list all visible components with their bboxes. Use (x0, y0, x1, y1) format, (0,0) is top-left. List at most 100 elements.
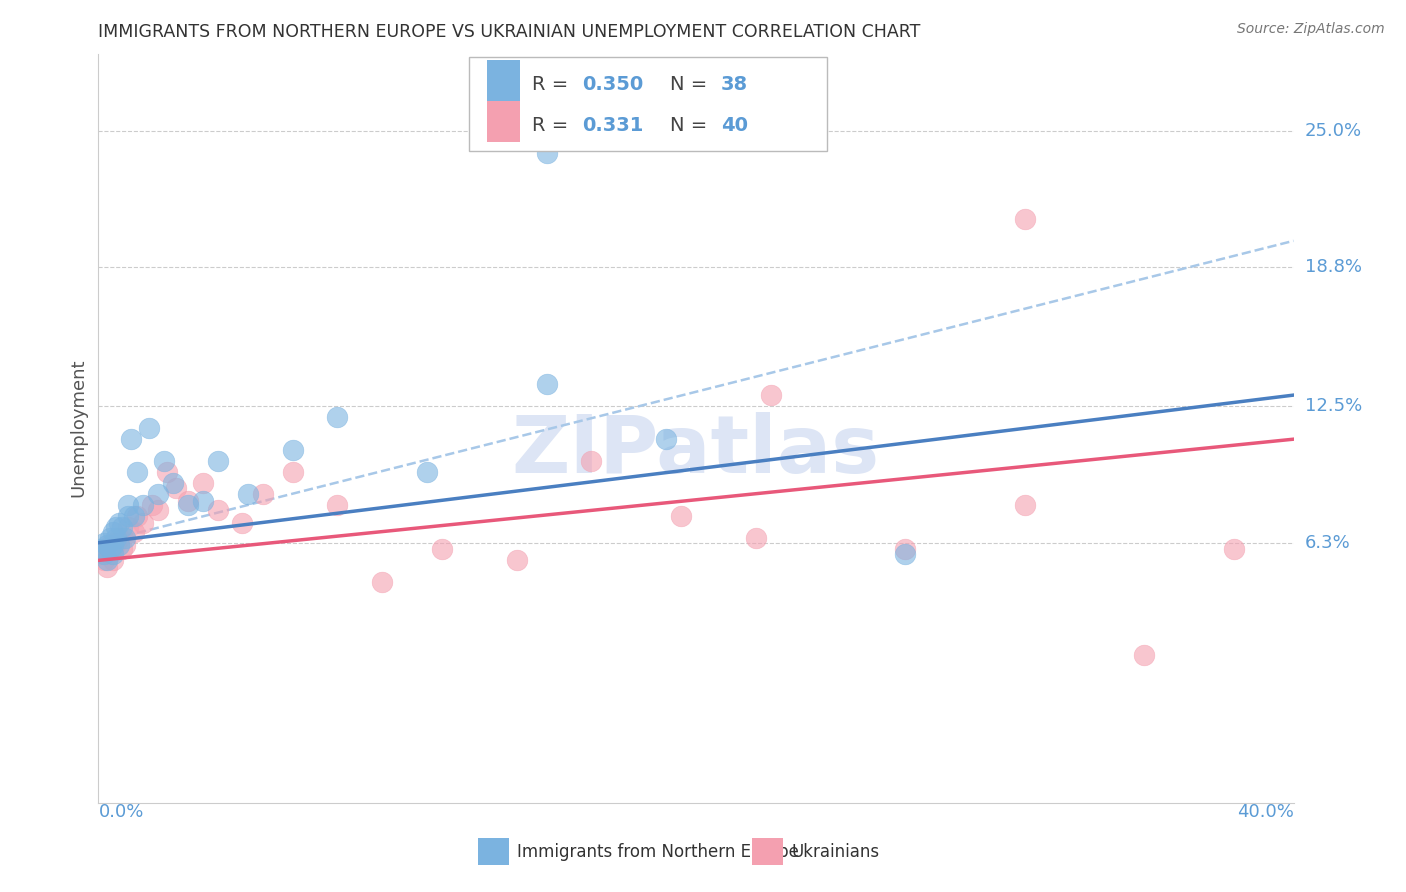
Point (669, 509, 692, 524)
Point (281, 443, 304, 458)
Point (177, 494, 200, 508)
Point (93, 547, 115, 561)
Point (108, 516, 131, 530)
Point (108, 538, 131, 552)
Text: Ukrainians: Ukrainians (792, 843, 880, 861)
Text: 0.350: 0.350 (582, 75, 644, 94)
Point (98, 538, 122, 552)
Text: Immigrants from Northern Europe: Immigrants from Northern Europe (517, 843, 799, 861)
Point (207, 502, 229, 516)
Point (124, 509, 146, 524)
Point (165, 481, 187, 495)
Point (231, 516, 253, 530)
Point (98, 532, 122, 546)
Point (127, 509, 149, 524)
Point (1223, 542, 1246, 557)
Text: ZIPatlas: ZIPatlas (512, 411, 880, 490)
Point (105, 532, 128, 546)
Text: 25.0%: 25.0% (1305, 121, 1362, 140)
Point (775, 123, 797, 137)
Point (117, 498, 139, 512)
Point (111, 520, 134, 534)
FancyBboxPatch shape (486, 60, 520, 101)
Point (98, 547, 122, 561)
Point (148, 487, 170, 501)
Point (326, 410, 349, 425)
Point (103, 547, 125, 561)
Point (536, 377, 558, 392)
Point (103, 542, 125, 557)
Point (90, 547, 112, 561)
Text: 0.0%: 0.0% (98, 803, 143, 821)
Point (894, 547, 917, 561)
Point (1014, 498, 1036, 512)
Point (105, 520, 128, 534)
Point (581, 454, 603, 468)
Point (191, 476, 214, 491)
Point (1014, 211, 1036, 226)
Point (745, 532, 768, 546)
Point (148, 502, 170, 516)
Point (103, 524, 125, 539)
Point (93, 535, 115, 549)
Point (207, 454, 229, 468)
Point (117, 520, 139, 534)
FancyBboxPatch shape (470, 57, 827, 151)
Point (1133, 648, 1156, 662)
Point (132, 516, 155, 530)
Point (153, 454, 176, 468)
Point (90, 542, 112, 557)
Point (108, 532, 131, 546)
Point (326, 498, 349, 512)
Point (506, 553, 529, 567)
Text: 40.0%: 40.0% (1237, 803, 1294, 821)
Point (124, 524, 146, 539)
Point (93, 542, 115, 557)
Text: 18.8%: 18.8% (1305, 259, 1361, 277)
Point (141, 498, 163, 512)
Point (103, 538, 125, 552)
Point (96, 542, 118, 557)
Point (93, 553, 115, 567)
Point (430, 542, 453, 557)
Text: N =: N = (669, 75, 713, 94)
Text: 38: 38 (721, 75, 748, 94)
Point (177, 498, 200, 512)
Point (416, 465, 439, 479)
Point (252, 487, 274, 501)
FancyBboxPatch shape (486, 101, 520, 142)
Point (894, 542, 917, 557)
Point (281, 465, 304, 479)
Text: N =: N = (669, 116, 713, 136)
Point (162, 476, 184, 491)
Point (759, 388, 782, 402)
Point (191, 494, 214, 508)
Point (655, 432, 678, 446)
Text: 6.3%: 6.3% (1305, 533, 1350, 552)
Point (98, 542, 122, 557)
Point (117, 509, 139, 524)
Point (127, 465, 149, 479)
Point (138, 421, 160, 435)
Point (111, 542, 134, 557)
Text: 12.5%: 12.5% (1305, 397, 1362, 415)
Text: R =: R = (533, 75, 575, 94)
Point (96, 538, 118, 552)
Point (132, 498, 155, 512)
Point (536, 145, 558, 160)
Y-axis label: Unemployment: Unemployment (69, 359, 87, 498)
Point (96, 553, 118, 567)
Point (120, 432, 142, 446)
Text: Source: ZipAtlas.com: Source: ZipAtlas.com (1237, 22, 1385, 37)
Text: IMMIGRANTS FROM NORTHERN EUROPE VS UKRAINIAN UNEMPLOYMENT CORRELATION CHART: IMMIGRANTS FROM NORTHERN EUROPE VS UKRAI… (98, 23, 921, 41)
Point (103, 553, 125, 567)
Point (96, 560, 118, 574)
Point (105, 535, 128, 549)
Text: R =: R = (533, 116, 575, 136)
Point (236, 487, 259, 501)
Text: 40: 40 (721, 116, 748, 136)
Text: 0.331: 0.331 (582, 116, 644, 136)
Point (114, 532, 136, 546)
Point (156, 465, 179, 479)
Point (114, 538, 136, 552)
